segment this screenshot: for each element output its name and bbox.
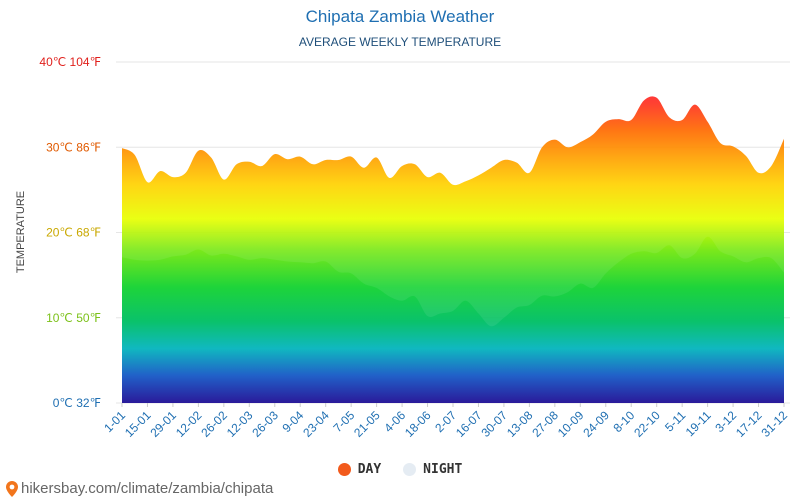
y-axis-title: TEMPERATURE (15, 191, 27, 273)
y-tick-label: 10℃ 50℉ (46, 311, 101, 325)
x-tick-label: 31-12 (759, 408, 791, 440)
y-tick-label: 30℃ 86℉ (46, 140, 101, 154)
x-tick-label: 23-04 (300, 408, 332, 440)
chart-legend: DAY NIGHT (0, 462, 800, 477)
x-tick-label: 24-09 (580, 408, 612, 440)
x-tick-label: 18-06 (402, 408, 434, 440)
x-tick-label: 29-01 (147, 408, 179, 440)
x-tick-label: 19-11 (683, 408, 714, 439)
map-pin-icon (6, 480, 18, 497)
site-credit-text: hikersbay.com/climate/zambia/chipata (21, 480, 274, 497)
site-credit-link[interactable]: hikersbay.com/climate/zambia/chipata (6, 480, 273, 497)
page-title: Chipata Zambia Weather (305, 7, 495, 26)
x-tick-label: 12-02 (173, 408, 205, 440)
x-tick-label: 30-07 (478, 408, 510, 440)
legend-item-night[interactable]: NIGHT (403, 462, 462, 477)
y-tick-label: 20℃ 68℉ (46, 226, 101, 240)
y-tick-label: 40℃ 104℉ (39, 55, 101, 69)
x-tick-label: 26-03 (249, 408, 281, 440)
legend-item-day[interactable]: DAY (337, 462, 382, 477)
series-area-night (122, 236, 784, 403)
x-tick-label: 13-08 (504, 408, 536, 440)
legend-label-night: NIGHT (423, 462, 463, 477)
x-tick-label: 22-10 (631, 408, 663, 440)
x-tick-label: 16-07 (453, 408, 485, 440)
legend-dot-night (403, 463, 417, 476)
x-tick-label: 15-01 (122, 408, 154, 440)
x-tick-label: 27-08 (529, 408, 561, 440)
x-tick-label: 26-02 (198, 408, 230, 440)
x-tick-label: 21-05 (351, 408, 383, 440)
legend-dot-day (337, 463, 351, 476)
x-tick-label: 12-03 (224, 408, 256, 440)
y-tick-label: 0℃ 32℉ (53, 396, 101, 410)
x-tick-label: 17-12 (733, 408, 765, 440)
x-tick-label: 10-09 (555, 408, 587, 440)
page-subtitle: AVERAGE WEEKLY TEMPERATURE (298, 35, 502, 49)
legend-label-day: DAY (357, 462, 382, 477)
